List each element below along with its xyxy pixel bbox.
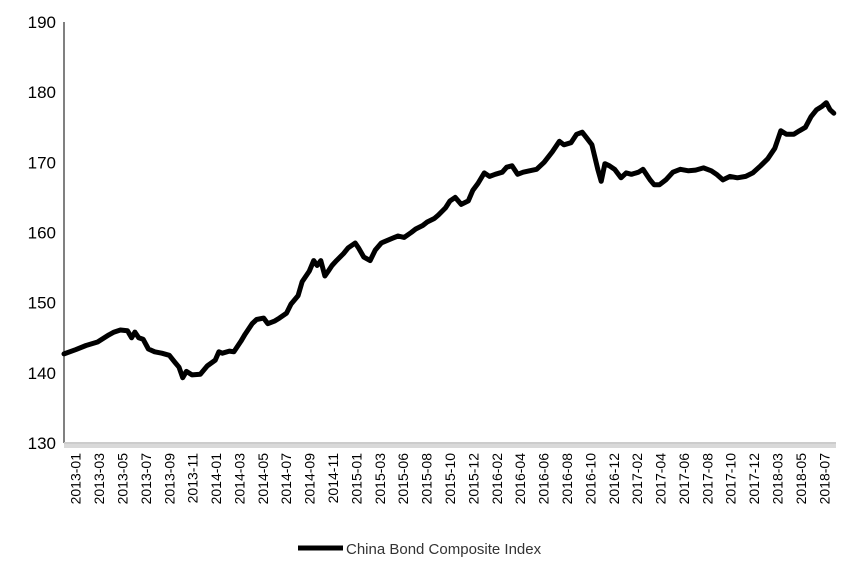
x-tick-label: 2014-01	[208, 453, 224, 505]
x-tick-label: 2014-09	[302, 453, 318, 505]
x-tick-label: 2013-09	[161, 453, 177, 505]
x-tick-label: 2013-01	[68, 453, 84, 505]
y-tick-label: 140	[28, 364, 56, 383]
x-tick-label: 2016-10	[582, 453, 598, 505]
y-tick-label: 160	[28, 224, 56, 243]
y-tick-label: 170	[28, 153, 56, 172]
x-tick-label: 2014-11	[325, 453, 341, 504]
y-tick-label: 190	[28, 13, 56, 32]
x-tick-label: 2018-05	[793, 453, 809, 505]
x-tick-label: 2017-12	[746, 453, 762, 505]
x-tick-label: 2013-03	[91, 453, 107, 505]
x-tick-label: 2017-04	[653, 453, 669, 505]
y-tick-label: 150	[28, 294, 56, 313]
y-tick-label: 130	[28, 434, 56, 453]
series-line	[61, 100, 837, 381]
x-tick-label: 2018-03	[770, 453, 786, 505]
x-tick-label: 2015-03	[372, 453, 388, 505]
y-axis: 130 140 150 160 170 180 190	[28, 13, 65, 453]
plot-area	[61, 100, 837, 381]
x-tick-label: 2014-03	[231, 453, 247, 505]
y-tick-label: 180	[28, 83, 56, 102]
x-tick-label: 2014-07	[278, 453, 294, 505]
x-tick-label: 2013-05	[114, 453, 130, 505]
x-tick-label: 2017-08	[699, 453, 715, 505]
x-tick-label: 2017-06	[676, 453, 692, 505]
x-tick-label: 2013-07	[138, 453, 154, 505]
x-axis: 2013-01 2013-03 2013-05 2013-07 2013-09 2013-…	[64, 442, 836, 504]
x-tick-label: 2016-04	[512, 453, 528, 505]
x-tick-label: 2015-12	[465, 453, 481, 505]
x-tick-label: 2018-07	[816, 453, 832, 505]
x-tick-label: 2015-08	[419, 453, 435, 505]
x-tick-label: 2015-01	[348, 453, 364, 505]
x-tick-label: 2014-05	[255, 453, 271, 505]
x-tick-label: 2017-10	[723, 453, 739, 505]
x-axis-band	[64, 442, 836, 448]
x-tick-label: 2013-11	[185, 453, 201, 504]
x-tick-label: 2016-06	[536, 453, 552, 505]
legend-label: China Bond Composite Index	[346, 541, 542, 558]
x-tick-label: 2015-06	[395, 453, 411, 505]
x-tick-label: 2016-02	[489, 453, 505, 505]
x-tick-label: 2017-02	[629, 453, 645, 505]
x-tick-label: 2016-08	[559, 453, 575, 505]
x-tick-label: 2015-10	[442, 453, 458, 505]
legend: China Bond Composite Index	[298, 541, 542, 558]
x-tick-label: 2016-12	[606, 453, 622, 505]
